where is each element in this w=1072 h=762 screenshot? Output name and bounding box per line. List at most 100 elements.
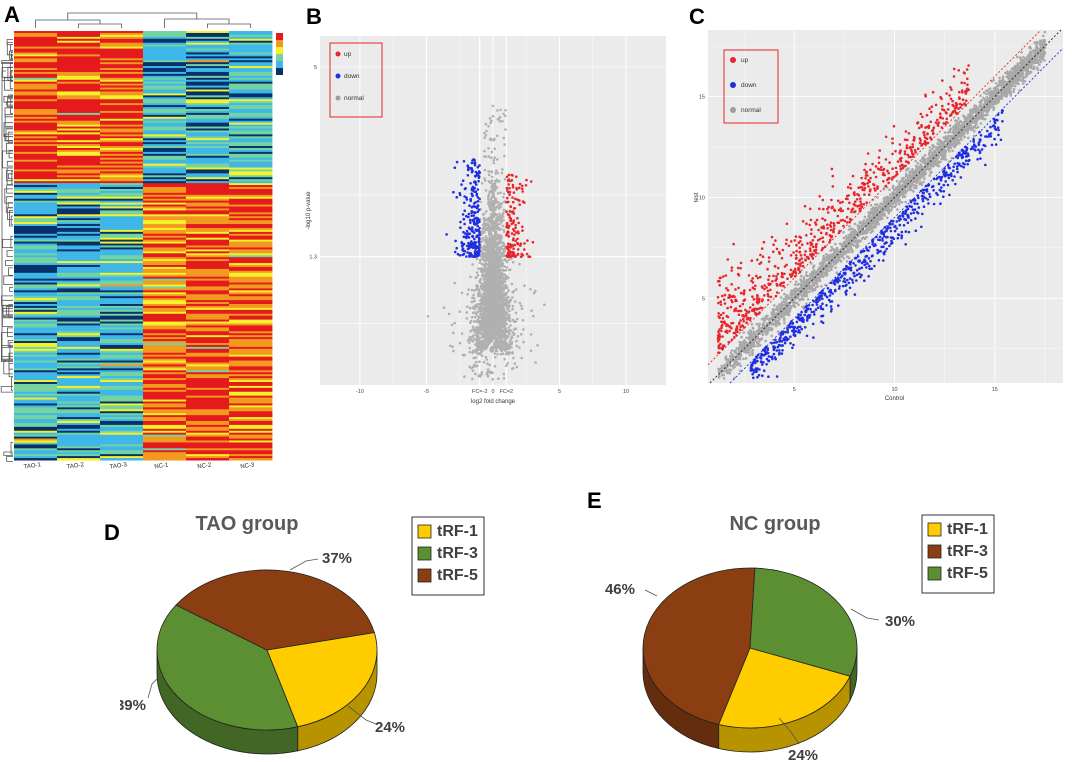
heatmap-cell bbox=[14, 337, 58, 340]
heatmap-cell bbox=[57, 204, 101, 207]
heatmap-cell bbox=[186, 229, 230, 233]
heatmap-cell bbox=[100, 237, 144, 241]
data-point bbox=[492, 240, 496, 244]
heatmap-cell bbox=[100, 34, 144, 38]
heatmap-cell bbox=[186, 233, 230, 237]
heatmap-cell bbox=[100, 62, 144, 65]
heatmap-cell bbox=[143, 114, 187, 118]
data-point bbox=[489, 278, 493, 282]
data-point bbox=[486, 195, 490, 198]
heatmap-cell bbox=[143, 448, 187, 451]
data-point bbox=[461, 179, 465, 182]
heatmap-cell bbox=[186, 161, 230, 165]
heatmap-cell bbox=[100, 175, 144, 178]
data-point bbox=[467, 215, 470, 219]
data-point bbox=[501, 168, 504, 171]
heatmap-cell bbox=[229, 58, 273, 61]
data-point bbox=[489, 335, 493, 338]
heatmap-cell bbox=[100, 206, 144, 209]
heatmap-cell bbox=[186, 348, 230, 352]
heatmap-cell bbox=[143, 391, 187, 395]
data-point bbox=[514, 288, 518, 291]
heatmap-cell bbox=[186, 58, 230, 61]
data-point bbox=[460, 332, 464, 335]
heatmap-cell bbox=[14, 370, 58, 373]
heatmap-cell bbox=[57, 31, 101, 34]
heatmap-cell bbox=[100, 120, 144, 124]
data-point bbox=[504, 268, 508, 272]
heatmap-cell bbox=[57, 253, 101, 256]
heatmap-cell bbox=[57, 48, 101, 51]
heatmap-cell bbox=[100, 286, 144, 289]
heatmap-cell bbox=[186, 268, 230, 272]
heatmap-cell bbox=[186, 83, 230, 87]
heatmap-cell bbox=[57, 452, 101, 455]
data-point bbox=[518, 301, 522, 305]
data-point bbox=[455, 160, 459, 164]
heatmap-cell bbox=[143, 112, 187, 116]
data-point bbox=[460, 291, 464, 295]
data-point bbox=[478, 261, 482, 264]
data-point bbox=[523, 284, 526, 288]
heatmap-cell bbox=[229, 339, 273, 342]
heatmap-cell bbox=[143, 140, 187, 143]
data-point bbox=[511, 296, 514, 299]
heatmap-cell bbox=[229, 38, 273, 42]
heatmap-cell bbox=[14, 146, 58, 149]
heatmap-cell bbox=[186, 36, 230, 40]
heatmap-cell bbox=[143, 288, 187, 291]
heatmap-cell bbox=[143, 360, 187, 363]
heatmap-cell bbox=[14, 458, 58, 461]
data-point bbox=[481, 213, 485, 216]
data-point bbox=[508, 304, 511, 307]
data-point bbox=[492, 158, 496, 162]
data-point bbox=[493, 305, 496, 309]
heatmap-cell bbox=[229, 107, 273, 110]
heatmap-cell bbox=[229, 148, 273, 151]
heatmap-cell bbox=[229, 233, 273, 237]
heatmap-cell bbox=[100, 411, 144, 414]
data-point bbox=[484, 122, 488, 126]
data-point bbox=[506, 179, 510, 183]
heatmap-cell bbox=[143, 378, 187, 381]
heatmap-cell bbox=[229, 118, 273, 122]
heatmap-cell bbox=[100, 66, 144, 69]
heatmap-cell bbox=[143, 235, 187, 239]
heatmap-cell bbox=[229, 75, 273, 79]
heatmap-cell bbox=[100, 196, 144, 200]
heatmap-cell bbox=[14, 333, 58, 336]
heatmap-cell bbox=[100, 87, 144, 90]
heatmap-cell bbox=[100, 288, 144, 291]
heatmap-cell bbox=[100, 358, 144, 362]
heatmap-cell bbox=[143, 241, 187, 245]
heatmap-cell bbox=[100, 216, 144, 219]
data-point bbox=[506, 242, 510, 246]
data-point bbox=[478, 280, 481, 283]
data-point bbox=[502, 293, 506, 296]
heatmap-cell bbox=[100, 185, 144, 188]
heatmap-cell bbox=[14, 110, 58, 114]
heatmap-cell bbox=[143, 142, 187, 145]
data-point bbox=[488, 321, 492, 324]
data-point bbox=[518, 203, 521, 206]
heatmap-cell bbox=[57, 456, 101, 459]
data-point bbox=[521, 229, 524, 232]
heatmap-cell bbox=[14, 130, 58, 133]
data-point bbox=[487, 200, 490, 204]
heatmap-cell bbox=[186, 110, 230, 114]
data-point bbox=[507, 235, 511, 238]
heatmap-cell bbox=[143, 73, 187, 77]
data-point bbox=[503, 343, 506, 347]
heatmap-cell bbox=[229, 407, 273, 410]
data-point bbox=[502, 372, 506, 376]
heatmap-cell bbox=[186, 321, 230, 324]
heatmap-cell bbox=[143, 385, 187, 389]
heatmap-cell bbox=[143, 50, 187, 53]
heatmap-cell bbox=[186, 56, 230, 59]
heatmap-cell bbox=[14, 81, 58, 85]
heatmap-cell bbox=[143, 286, 187, 289]
data-point bbox=[473, 299, 476, 303]
heatmap-cell bbox=[57, 120, 101, 124]
heatmap-cell bbox=[100, 204, 144, 207]
heatmap-cell bbox=[57, 354, 101, 358]
